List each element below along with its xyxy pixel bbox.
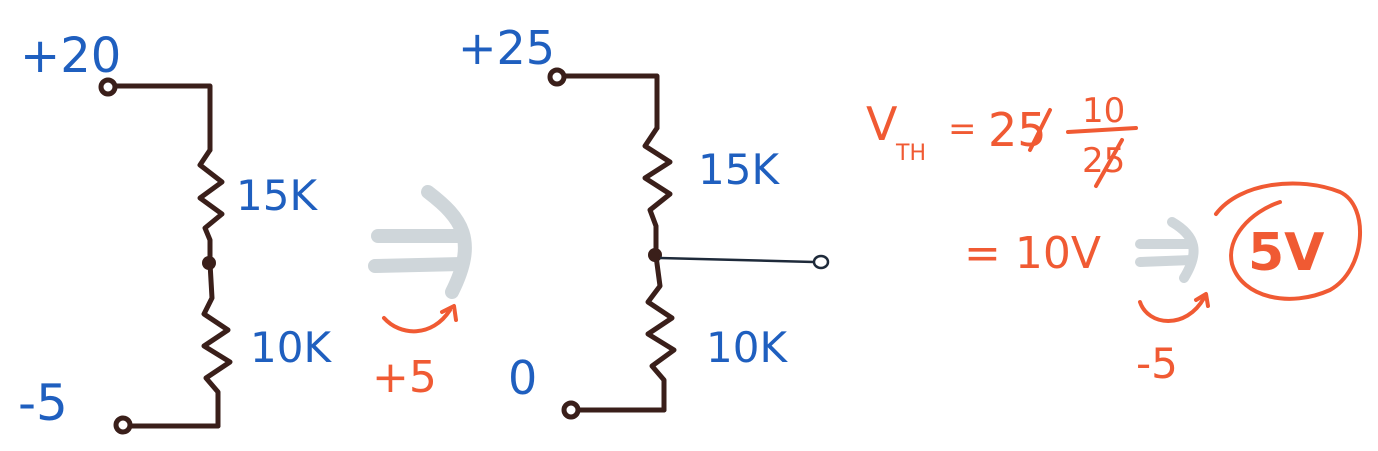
vth-denominator-strike — [1094, 138, 1124, 188]
vth-symbol: V — [866, 97, 898, 151]
answer-circle — [1214, 181, 1362, 301]
final-answer: 5V — [1214, 181, 1362, 301]
vth-subscript: TH — [895, 141, 926, 166]
left-top-resistor — [197, 147, 225, 265]
shift-1-curve-tip — [440, 304, 458, 322]
vth-equals: = — [948, 109, 977, 149]
left-bottom-terminal — [113, 415, 133, 435]
right-top-wire — [561, 73, 660, 131]
left-circuit: +20 -5 15K 10K — [18, 28, 332, 435]
left-top-wire — [112, 83, 213, 153]
right-bottom-voltage: 0 — [508, 351, 537, 405]
arrow-2-bottom-stroke — [1135, 255, 1197, 267]
vth-value-strike — [1028, 108, 1052, 152]
arrow-1-bottom-stroke — [368, 257, 469, 273]
shift-1-label: +5 — [372, 352, 437, 403]
right-circuit: +25 0 15K 10K — [458, 21, 830, 420]
thevenin-equation: V TH = 25 10 25 = 10V — [866, 91, 1138, 279]
vth-fraction-bar — [1066, 126, 1138, 134]
shift-2-curve-tip — [1194, 292, 1210, 308]
left-bottom-voltage: -5 — [18, 374, 68, 432]
right-bottom-resistor-label: 10K — [706, 323, 788, 372]
left-top-voltage: +20 — [20, 28, 121, 84]
left-top-resistor-label: 15K — [236, 171, 318, 220]
shift-1-curve — [382, 308, 452, 334]
right-bottom-terminal — [561, 400, 581, 420]
shift-2-label: -5 — [1136, 339, 1178, 388]
right-top-resistor-label: 15K — [698, 145, 780, 194]
left-bottom-resistor-label: 10K — [250, 323, 332, 372]
transform-arrow-1: +5 — [368, 185, 472, 403]
shift-2-curve — [1138, 296, 1206, 323]
output-terminal — [812, 254, 830, 270]
left-bottom-resistor — [201, 260, 233, 429]
right-top-voltage: +25 — [458, 21, 555, 75]
right-bottom-resistor — [645, 253, 677, 413]
answer-value: 5V — [1248, 223, 1324, 283]
arrow-1-head — [421, 185, 472, 299]
vth-result: = 10V — [964, 228, 1101, 279]
vth-value: 25 — [988, 103, 1047, 157]
output-wire — [659, 256, 815, 264]
vth-numerator: 10 — [1082, 91, 1125, 131]
right-top-resistor — [642, 125, 673, 257]
transform-arrow-2: -5 — [1135, 217, 1210, 388]
arrow-2-head — [1167, 217, 1199, 283]
